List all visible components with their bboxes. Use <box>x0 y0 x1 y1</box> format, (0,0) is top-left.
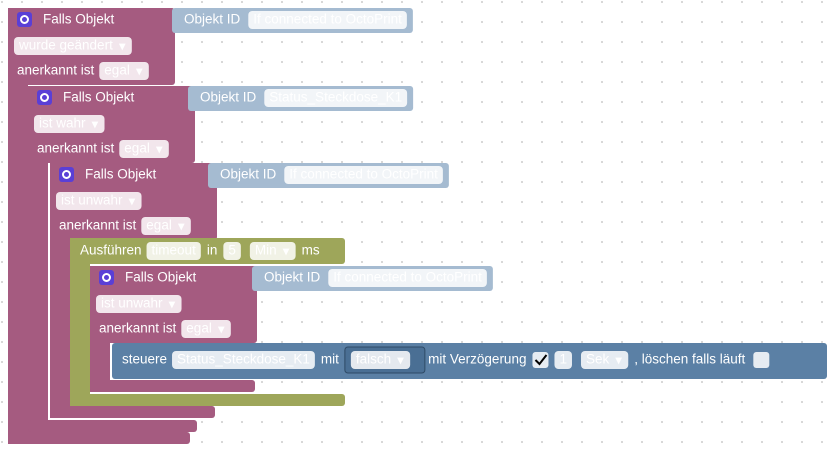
label: Sek <box>586 352 610 367</box>
label: Min <box>255 243 277 258</box>
label: in <box>207 243 218 258</box>
dropdown-arrow: ▾ <box>397 353 404 368</box>
label: anerkannt ist <box>37 141 115 156</box>
label: Falls Objekt <box>43 12 115 27</box>
block-bottom <box>90 380 255 392</box>
gear-hole <box>102 273 111 282</box>
block-bottom <box>28 420 197 432</box>
block-arm <box>28 86 48 432</box>
label: Falls Objekt <box>125 270 197 285</box>
label: Falls Objekt <box>85 167 157 182</box>
gear-icon <box>59 167 74 182</box>
field[interactable] <box>146 242 201 260</box>
block-arm <box>8 8 28 444</box>
gear-hole <box>40 93 49 102</box>
block-bottom <box>50 406 215 418</box>
dropdown-arrow: ▾ <box>156 142 163 157</box>
gear-hole <box>20 15 29 24</box>
gear-icon <box>99 270 114 285</box>
label: egal <box>124 141 150 156</box>
label: Status_Steckdose_K1 <box>269 90 402 105</box>
label: anerkannt ist <box>59 218 137 233</box>
block-bottom <box>8 432 190 444</box>
label: ms <box>302 243 320 258</box>
dropdown-arrow: ▾ <box>169 297 176 312</box>
field[interactable] <box>350 351 411 369</box>
gear-icon <box>37 90 52 105</box>
field[interactable] <box>248 11 407 29</box>
label: Objekt ID <box>200 90 257 105</box>
label: Objekt ID <box>220 167 277 182</box>
field[interactable] <box>34 115 105 133</box>
label: egal <box>104 63 130 78</box>
field[interactable] <box>249 242 296 260</box>
dropdown-arrow: ▾ <box>283 244 290 259</box>
field[interactable] <box>141 217 191 235</box>
field[interactable] <box>264 89 408 107</box>
dropdown-arrow: ▾ <box>119 39 126 54</box>
label: , löschen falls läuft <box>634 352 745 367</box>
label: ist unwahr <box>61 193 123 208</box>
label: If connected to OctoPrint <box>289 167 438 182</box>
label: timeout <box>152 243 197 258</box>
dropdown-arrow: ▾ <box>129 194 136 209</box>
label: If connected to OctoPrint <box>333 270 482 285</box>
gear-hole <box>62 170 71 179</box>
label: Ausführen <box>80 243 142 258</box>
delay-checkbox[interactable] <box>532 352 549 368</box>
label: ist unwahr <box>101 296 163 311</box>
dropdown-arrow: ▾ <box>92 117 99 132</box>
label: ist wahr <box>39 116 86 131</box>
label: If connected to OctoPrint <box>253 12 402 27</box>
label: Falls Objekt <box>63 90 135 105</box>
label: egal <box>186 321 212 336</box>
field[interactable] <box>119 140 169 158</box>
field[interactable] <box>56 192 142 210</box>
label: Objekt ID <box>264 270 321 285</box>
dropdown-arrow: ▾ <box>178 219 185 234</box>
field[interactable] <box>181 320 231 338</box>
dropdown-arrow: ▾ <box>136 64 143 79</box>
label: anerkannt ist <box>17 63 95 78</box>
field[interactable] <box>554 351 572 369</box>
checkmark <box>534 354 548 366</box>
label: 5 <box>228 243 236 258</box>
timeout-arm <box>70 238 90 406</box>
label: steuere <box>122 352 167 367</box>
dropdown-arrow: ▾ <box>218 322 225 337</box>
label: 1 <box>559 352 567 367</box>
label: Objekt ID <box>184 12 241 27</box>
field[interactable] <box>284 166 443 184</box>
timeout-bottom <box>70 394 345 406</box>
field[interactable] <box>96 295 182 313</box>
field[interactable] <box>14 37 132 55</box>
label: falsch <box>356 352 391 367</box>
label: Status_Steckdose_K1 <box>177 352 310 367</box>
clear-checkbox[interactable] <box>753 352 770 368</box>
gear-icon <box>17 12 32 27</box>
dropdown-arrow: ▾ <box>615 353 622 368</box>
field[interactable] <box>99 62 149 80</box>
field[interactable] <box>172 351 315 369</box>
field[interactable] <box>580 351 629 369</box>
field[interactable] <box>223 242 241 260</box>
label: mit Verzögerung <box>428 352 526 367</box>
block-arm <box>50 163 70 418</box>
label: anerkannt ist <box>99 321 177 336</box>
label: egal <box>146 218 172 233</box>
label: mit <box>321 352 339 367</box>
label: wurde geändert <box>18 38 113 53</box>
field[interactable] <box>328 269 487 287</box>
